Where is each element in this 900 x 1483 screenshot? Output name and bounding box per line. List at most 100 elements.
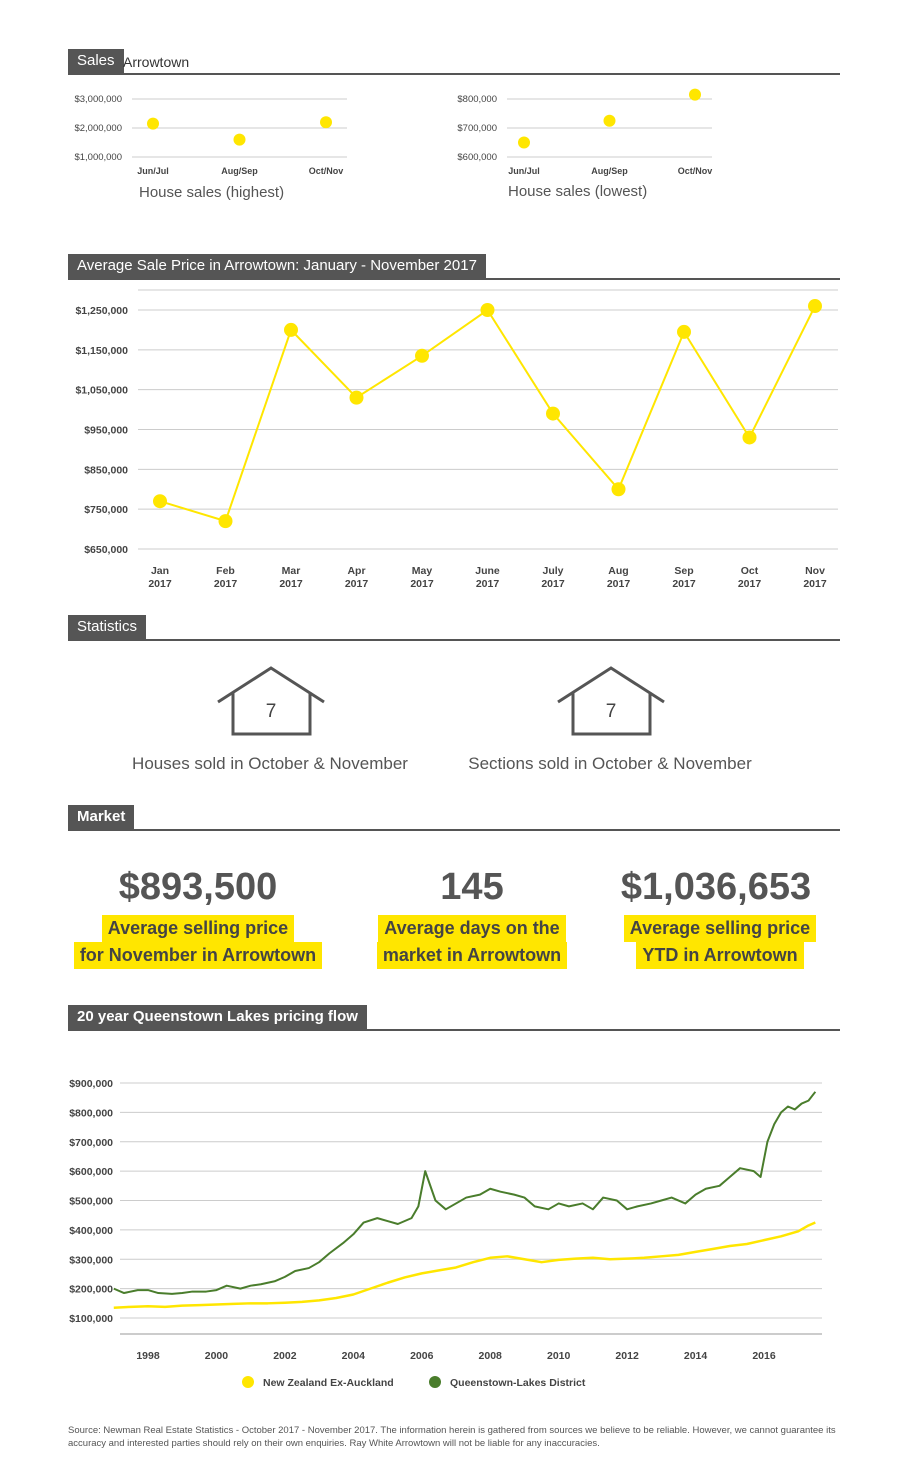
y-tick-label: $700,000 xyxy=(69,1137,113,1149)
flow-section-header: 20 year Queenstown Lakes pricing flow xyxy=(68,1005,840,1031)
x-tick-label: July xyxy=(542,565,563,577)
data-point xyxy=(546,406,560,421)
y-tick-label: $3,000,000 xyxy=(74,94,122,105)
section-house-icon xyxy=(557,666,665,736)
y-tick-label: $500,000 xyxy=(69,1196,113,1208)
x-tick-label: Feb xyxy=(216,565,235,577)
x-tick-label: Jun/Jul xyxy=(137,166,169,176)
market-title: Market xyxy=(68,805,135,829)
avg-price-line xyxy=(159,305,816,523)
queenstown-lakes-line xyxy=(113,1091,817,1295)
x-tick-label: Oct/Nov xyxy=(678,166,713,176)
data-point xyxy=(480,303,495,317)
x-tick-label: 1998 xyxy=(136,1350,160,1362)
x-tick-label: Aug xyxy=(608,565,628,577)
x-tick-label: 2017 xyxy=(672,578,696,590)
market-label-nov-line1: Average selling price xyxy=(101,915,295,942)
market-label-nov-line2: for November in Arrowtown xyxy=(73,942,323,969)
market-value-nov: $893,500 xyxy=(118,866,278,908)
x-tick-label: 2017 xyxy=(541,578,565,590)
data-point xyxy=(233,133,246,146)
market-label-nov: Average selling price for November in Ar… xyxy=(58,915,338,969)
statistics-section-header: Statistics xyxy=(68,615,840,641)
x-tick-label: 2010 xyxy=(547,1350,571,1362)
data-point xyxy=(147,117,159,130)
y-tick-label: $100,000 xyxy=(69,1313,113,1325)
x-tick-label: Mar xyxy=(282,565,301,577)
x-tick-label: Aug/Sep xyxy=(591,166,628,176)
data-point xyxy=(689,88,701,101)
data-point xyxy=(218,514,233,529)
x-tick-label: Aug/Sep xyxy=(221,166,258,176)
x-tick-label: 2017 xyxy=(279,578,303,590)
y-tick-label: $750,000 xyxy=(84,504,128,516)
data-point xyxy=(518,136,530,149)
x-tick-label: Jun/Jul xyxy=(508,166,540,176)
x-tick-label: 2017 xyxy=(148,578,172,590)
market-label-ytd-line2: YTD in Arrowtown xyxy=(636,942,804,969)
y-tick-label: $400,000 xyxy=(69,1225,113,1237)
y-tick-label: $700,000 xyxy=(457,123,497,134)
x-tick-label: 2000 xyxy=(205,1350,229,1362)
data-point xyxy=(284,322,298,337)
data-point xyxy=(415,348,429,363)
legend-marker xyxy=(429,1376,441,1388)
market-label-days-line1: Average days on the xyxy=(378,915,566,942)
y-tick-label: $850,000 xyxy=(84,464,128,476)
data-point xyxy=(603,114,616,127)
x-tick-label: Sep xyxy=(674,565,693,577)
sales-tag: Sales xyxy=(68,49,124,73)
y-tick-label: $1,000,000 xyxy=(74,152,122,163)
y-tick-label: $900,000 xyxy=(69,1078,113,1090)
data-point xyxy=(677,324,691,339)
market-label-days-line2: market in Arrowtown xyxy=(376,942,568,969)
sales-suburb: Arrowtown xyxy=(123,54,190,70)
y-tick-label: $200,000 xyxy=(69,1284,113,1296)
x-tick-label: 2017 xyxy=(345,578,369,590)
market-label-ytd: Average selling price YTD in Arrowtown xyxy=(580,915,860,969)
x-tick-label: 2012 xyxy=(615,1350,639,1362)
x-tick-label: 2017 xyxy=(410,578,434,590)
market-value-ytd: $1,036,653 xyxy=(620,866,812,908)
legend-marker xyxy=(242,1376,254,1388)
x-tick-label: Apr xyxy=(347,565,365,577)
data-point xyxy=(153,494,167,509)
houses-sold-value: 7 xyxy=(266,701,277,722)
x-tick-label: 2014 xyxy=(684,1350,708,1362)
market-section-header: Market xyxy=(68,805,840,831)
y-tick-label: $650,000 xyxy=(84,544,128,556)
flow-title: 20 year Queenstown Lakes pricing flow xyxy=(68,1005,367,1029)
x-tick-label: 2008 xyxy=(479,1350,503,1362)
statistics-title: Statistics xyxy=(68,615,147,639)
nz-ex-auckland-line xyxy=(113,1221,816,1309)
x-tick-label: 2017 xyxy=(607,578,631,590)
data-point xyxy=(611,482,626,497)
y-tick-label: $1,250,000 xyxy=(75,305,128,317)
x-tick-label: 2017 xyxy=(803,578,827,590)
y-tick-label: $950,000 xyxy=(84,425,128,437)
market-label-ytd-line1: Average selling price xyxy=(623,915,817,942)
sections-sold-value: 7 xyxy=(606,701,617,722)
x-tick-label: May xyxy=(412,565,433,577)
x-tick-label: 2016 xyxy=(752,1350,776,1362)
avg-price-title: Average Sale Price in Arrowtown: January… xyxy=(68,254,486,278)
x-tick-label: Jan xyxy=(151,565,169,577)
y-tick-label: $800,000 xyxy=(69,1107,113,1119)
house-sales-lowest-title: House sales (lowest) xyxy=(508,183,648,200)
x-tick-label: 2002 xyxy=(273,1350,297,1362)
legend-label: Queenstown-Lakes District xyxy=(450,1377,586,1389)
x-tick-label: 2017 xyxy=(214,578,238,590)
y-tick-label: $2,000,000 xyxy=(74,123,122,134)
market-label-days: Average days on the market in Arrowtown xyxy=(332,915,612,969)
sections-sold-label: Sections sold in October & November xyxy=(468,754,752,773)
data-point xyxy=(742,430,757,445)
data-point xyxy=(320,116,332,129)
x-tick-label: 2017 xyxy=(476,578,500,590)
y-tick-label: $300,000 xyxy=(69,1254,113,1266)
sales-section-header: Sales Arrowtown xyxy=(68,49,840,75)
